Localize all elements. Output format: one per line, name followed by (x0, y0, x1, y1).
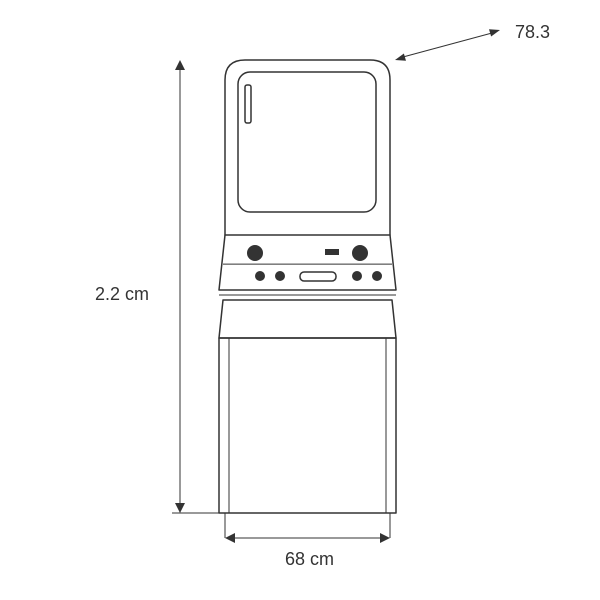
dim-depth-arrow-near (395, 54, 406, 61)
washer-lid (219, 300, 396, 338)
door-handle (245, 85, 251, 123)
knob-5 (372, 271, 382, 281)
dim-width-arrow-right (380, 533, 390, 543)
label-depth: 78.3 (515, 22, 550, 42)
dimension-diagram: 2.2 cm 68 cm 78.3 (0, 0, 600, 600)
display-slot (325, 249, 339, 255)
knob-0 (247, 245, 263, 261)
dryer-outline (225, 60, 390, 235)
dim-depth-line (403, 33, 492, 57)
washer-body (219, 338, 396, 513)
dim-depth-arrow-far (489, 29, 500, 36)
knob-2 (255, 271, 265, 281)
knob-4 (352, 271, 362, 281)
knob-1 (352, 245, 368, 261)
knob-3 (275, 271, 285, 281)
label-width: 68 cm (285, 549, 334, 569)
dryer-door (238, 72, 376, 212)
dim-height-arrow-bottom (175, 503, 185, 513)
dim-width-arrow-left (225, 533, 235, 543)
label-height: 2.2 cm (95, 284, 149, 304)
button-pill (300, 272, 336, 281)
dim-height-arrow-top (175, 60, 185, 70)
